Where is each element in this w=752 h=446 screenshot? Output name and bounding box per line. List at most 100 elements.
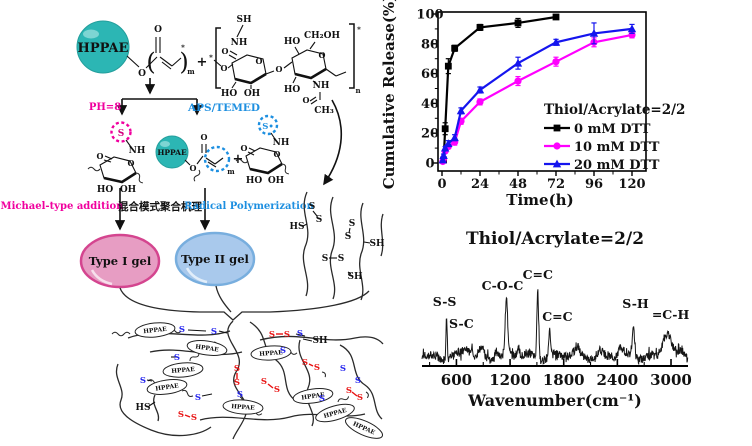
svg-text:S: S <box>357 393 363 403</box>
ring-o-2: O <box>274 149 281 159</box>
merge-brace <box>119 285 370 321</box>
svg-text:HPPAE: HPPAE <box>171 366 195 375</box>
svg-text:S: S <box>261 377 267 387</box>
hppae-node: HPPAE <box>146 379 188 395</box>
thiolate-intermediate: S NH O O HO OH <box>87 121 146 195</box>
svg-text:1800: 1800 <box>543 371 585 389</box>
svg-text:HPPAE: HPPAE <box>301 391 326 401</box>
type-i-gel: Type I gel <box>79 233 161 289</box>
hppae-node: HPPAE <box>292 388 334 404</box>
disulfide-network: S S S S S S HS SH SH <box>289 191 385 301</box>
svg-text:0: 0 <box>437 177 446 192</box>
thiol-hs-label: HS <box>135 403 150 413</box>
s-label: S <box>345 232 352 242</box>
nh-label: NH <box>129 146 146 156</box>
svg-text:3000: 3000 <box>650 371 692 389</box>
svg-text:1200: 1200 <box>489 371 531 389</box>
carbonyl-o: O <box>201 132 208 142</box>
peak-label-C=C: C=C <box>542 309 572 324</box>
thiolated-chitosan: * * n O SH NH O O HO OH O <box>209 15 361 116</box>
thiyl-radical-label: S• <box>262 122 274 132</box>
aps-temed-label: APS/TEMED <box>187 102 260 114</box>
sh-label: SH <box>347 272 362 282</box>
svg-text:S: S <box>178 410 184 420</box>
svg-text:S: S <box>284 330 290 340</box>
radical-polymerization-label: Radical Polymerization <box>184 201 314 212</box>
svg-text:600: 600 <box>441 371 472 389</box>
oh-2: OH <box>268 176 285 186</box>
ring2-oxygen: O <box>319 50 326 60</box>
svg-text:HPPAE: HPPAE <box>195 343 220 353</box>
spectrum-x-axis-title: Wavenumber(cm⁻¹) <box>467 391 642 410</box>
amide-o-label: O <box>97 151 104 161</box>
svg-text:S: S <box>314 363 320 373</box>
svg-text:10 mM DTT: 10 mM DTT <box>574 140 660 155</box>
thioether-s-label: S <box>340 364 346 374</box>
m-sub: m <box>227 167 235 176</box>
oh-label: OH <box>120 185 137 195</box>
thiol-sh-label: SH <box>312 336 327 346</box>
sh-label: SH <box>369 239 384 249</box>
ch3-label: CH₃ <box>314 106 334 116</box>
svg-text:S: S <box>234 364 240 374</box>
peak-label-=C-H: =C-H <box>652 307 690 322</box>
ph-condition-label: PH=8 <box>89 102 121 113</box>
raman-spectrum: Thiol/Acrylate=2/2 Wavenumber(cm⁻¹) 600 1… <box>421 229 692 410</box>
svg-text:S: S <box>191 413 197 423</box>
ring1-oxygen: O <box>256 56 263 66</box>
plus-sign: + <box>197 55 208 70</box>
hs-label: HS <box>289 222 304 232</box>
hydrogel-network: HPPAE HPPAE HPPAE HPPAE HPPAE HPPAE HPPA… <box>111 320 384 440</box>
s-label: S <box>349 219 356 229</box>
s-label: S <box>316 215 323 225</box>
glycosidic-oxygen: O <box>276 64 283 74</box>
open-paren: ( <box>146 48 155 76</box>
peak-label-S-C: S-C <box>449 316 474 331</box>
thioether-s-label: S <box>237 390 243 400</box>
spectrum-plot-area: 600 1200 1800 2400 3000S-SS-CC-O-CC=CC=CS-H=… <box>421 267 692 389</box>
svg-text:Thiol/Acrylate=2/2: Thiol/Acrylate=2/2 <box>544 102 685 118</box>
hppae-node: HPPAE <box>162 362 204 378</box>
svg-text:48: 48 <box>509 177 527 192</box>
ho-top: HO <box>284 37 301 47</box>
hppae-acrylate-monomer: HPPAE ( O O ) m * <box>76 20 195 79</box>
disulfide-arrow <box>323 99 343 186</box>
thioether-s-label: S <box>355 376 361 386</box>
svg-text:HPPAE: HPPAE <box>259 349 283 358</box>
n-subscript: n <box>355 86 360 95</box>
svg-text:120: 120 <box>618 177 645 192</box>
radical-intermediate: HPPAE O O m + S• NH O O HO <box>155 114 290 186</box>
spectrum-title: Thiol/Acrylate=2/2 <box>466 229 644 249</box>
close-paren: ) <box>179 48 188 76</box>
star-right: * <box>357 25 361 34</box>
svg-text:24: 24 <box>471 177 489 192</box>
ester-oxygen: O <box>138 69 146 79</box>
s-label: S <box>338 254 345 264</box>
hppae-label: HPPAE <box>78 41 129 56</box>
hppae-node: HPPAE <box>186 340 228 356</box>
ho-label: HO <box>97 185 114 195</box>
hppae-label: HPPAE <box>157 148 187 157</box>
ho-2: HO <box>246 176 263 186</box>
thioether-s-label: S <box>140 376 146 386</box>
release-x-axis-title: Time(h) <box>506 191 573 209</box>
type-i-gel-label: Type I gel <box>89 254 152 268</box>
hppae-node: HPPAE <box>222 399 264 415</box>
svg-text:0: 0 <box>425 157 434 172</box>
svg-text:60: 60 <box>421 67 439 82</box>
hppae-node: HPPAE <box>250 345 292 361</box>
oh-1: OH <box>244 89 261 99</box>
m-subscript: m <box>187 67 195 76</box>
carbonyl-oxygen: O <box>154 25 162 35</box>
thiolate-s-label: S <box>118 129 125 139</box>
ch2oh-label: CH₂OH <box>304 31 340 41</box>
release-y-axis-title: Cumulative Release(%) <box>380 0 398 189</box>
thioether-s-label: S <box>174 353 180 363</box>
svg-text:80: 80 <box>421 37 439 52</box>
ho-2: HO <box>284 85 301 95</box>
svg-text:S: S <box>346 386 352 396</box>
peak-label-S-S: S-S <box>433 294 457 309</box>
svg-text:72: 72 <box>547 177 565 192</box>
amide-oxygen: O <box>222 46 229 56</box>
thioether-s-label: S <box>211 327 217 337</box>
